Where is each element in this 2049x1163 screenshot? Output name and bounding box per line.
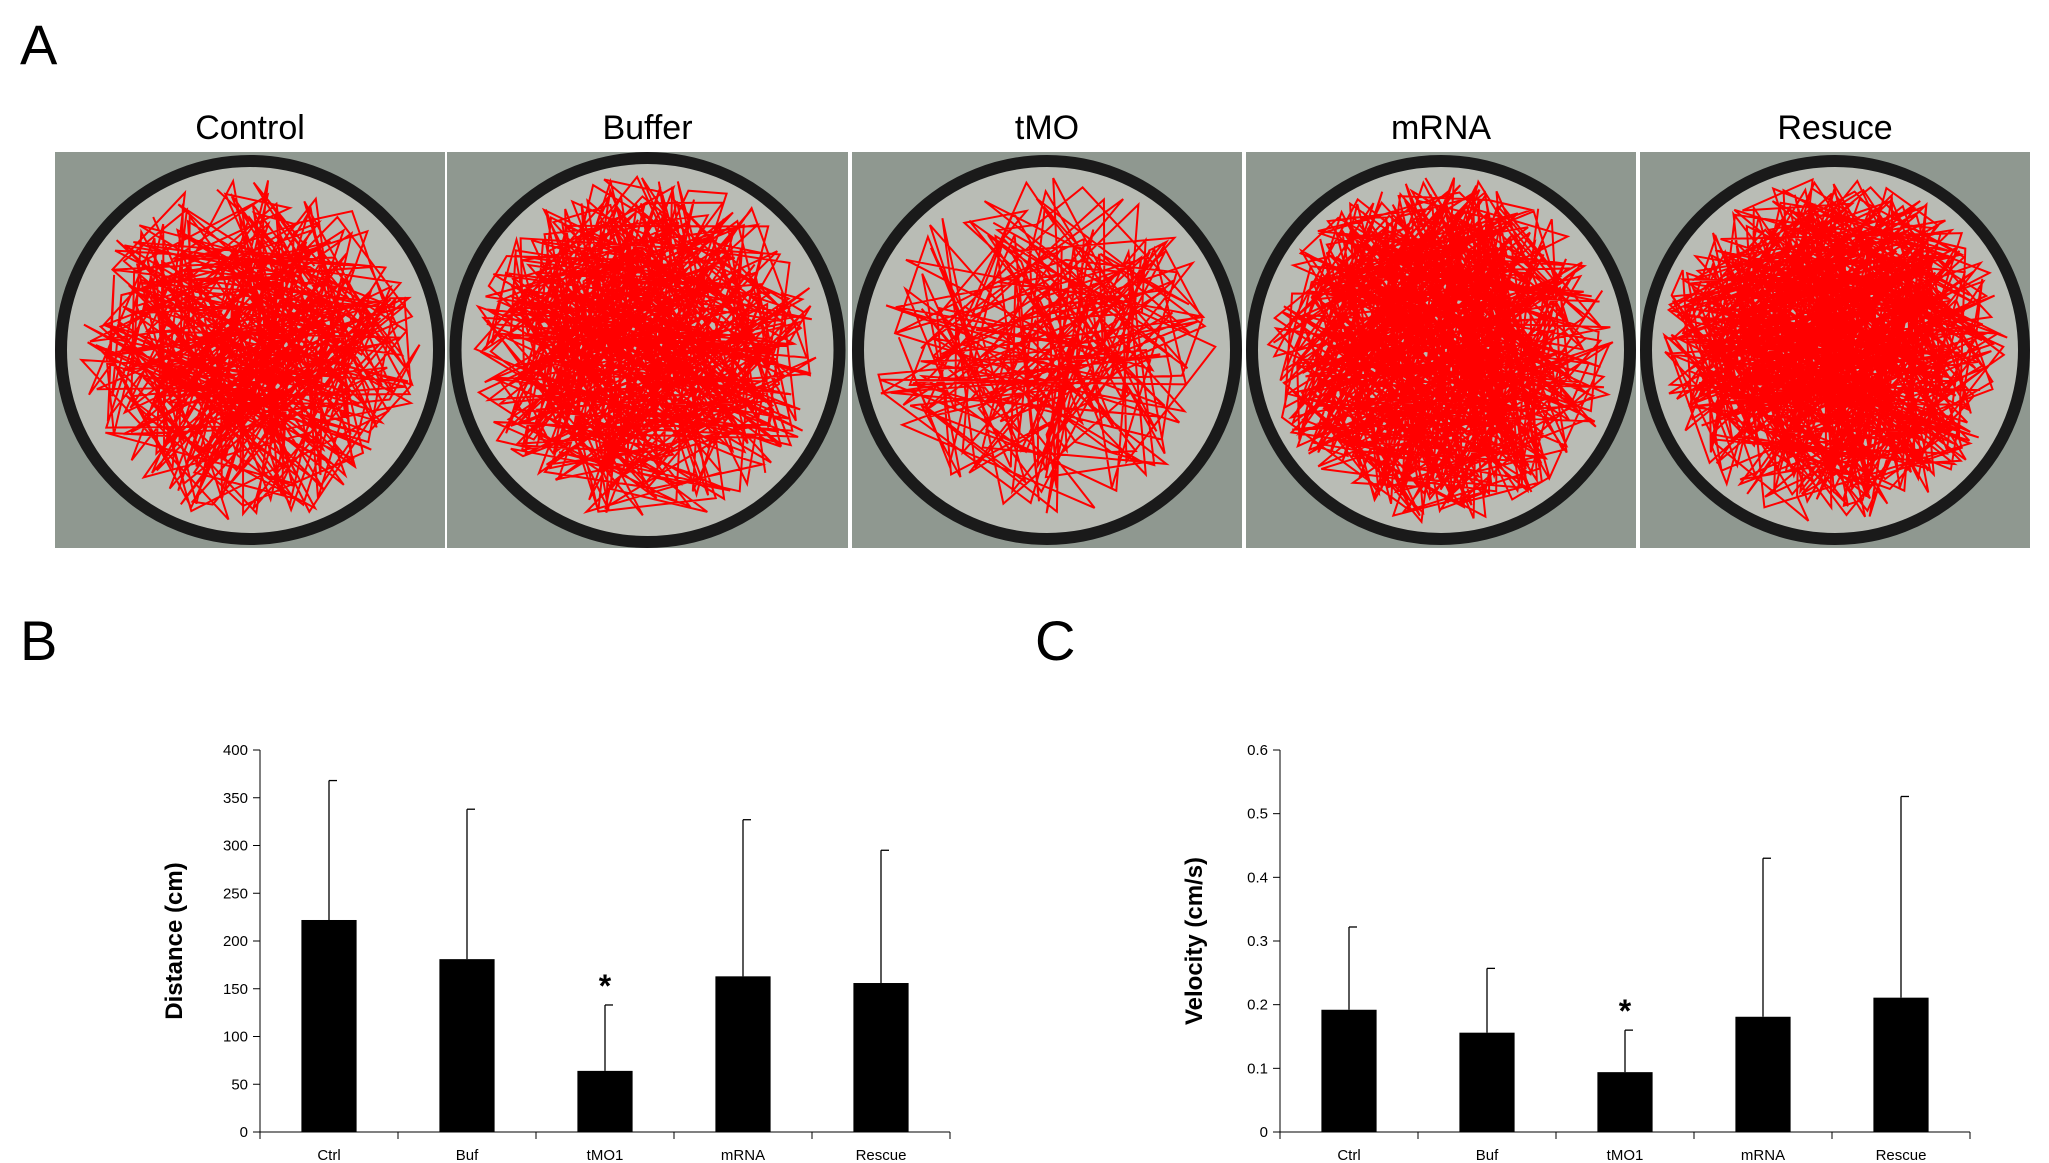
tracking-image-control — [55, 152, 445, 548]
swim-track-path — [473, 175, 817, 517]
bar-rescue — [1873, 997, 1929, 1132]
y-tick-label: 350 — [223, 790, 248, 807]
y-tick-label: 0.2 — [1247, 997, 1268, 1014]
tracking-image-rescue — [1640, 152, 2030, 548]
velocity-chart-svg: 0 0.1 0.2 0.3 0.4 0.5 0.6 Ctrl Buf tMO1 * mRNA Rescu… — [1181, 742, 1971, 1163]
bar-tmo1 — [1597, 1072, 1653, 1132]
tracking-image-mrna — [1246, 152, 1636, 548]
significance-marker: * — [599, 968, 612, 1004]
track-title: tMO — [1014, 109, 1080, 147]
bar-tmo1 — [577, 1070, 633, 1132]
swim-track-path — [877, 177, 1217, 514]
tracking-svg — [852, 155, 1242, 545]
x-category-label: Ctrl — [317, 1147, 340, 1163]
y-tick-label: 200 — [223, 933, 248, 950]
bar-mrna — [1735, 1016, 1791, 1132]
tracking-image-buffer — [447, 152, 848, 548]
panel-label-b: B — [20, 609, 58, 672]
x-category-label: mRNA — [721, 1147, 765, 1163]
x-category-label: Buf — [1476, 1147, 1499, 1163]
x-category-label: Ctrl — [1337, 1147, 1360, 1163]
bar-ctrl — [1321, 1009, 1377, 1132]
y-tick-label: 0.5 — [1247, 806, 1268, 823]
x-category-label: Rescue — [1876, 1147, 1927, 1163]
swim-track-path — [1662, 177, 2008, 522]
y-tick-label: 0.3 — [1247, 933, 1268, 950]
track-title: mRNA — [1390, 109, 1492, 147]
y-tick-label: 0.4 — [1247, 869, 1268, 886]
bar-ctrl — [301, 919, 357, 1132]
y-tick-label: 150 — [223, 981, 248, 998]
bar-mrna — [715, 976, 771, 1132]
x-category-label: Buf — [456, 1147, 479, 1163]
tracking-svg — [55, 155, 445, 545]
y-tick-label: 0 — [1260, 1124, 1268, 1141]
swim-track-path — [78, 178, 421, 521]
y-tick-label: 0.1 — [1247, 1060, 1268, 1077]
panel-label-a: A — [20, 13, 58, 76]
track-title: Control — [195, 109, 305, 147]
y-tick-label: 0 — [240, 1124, 248, 1141]
tracking-svg — [1246, 155, 1636, 545]
y-tick-label: 50 — [231, 1076, 248, 1093]
distance-chart-svg: 0 50 100 150 200 250 300 350 400 Ctrl Buf tMO1 * mRNA… — [161, 742, 951, 1163]
tracking-svg — [449, 152, 846, 548]
track-title: Buffer — [602, 109, 693, 147]
x-category-label: mRNA — [1741, 1147, 1785, 1163]
tracking-image-tmo — [852, 152, 1242, 548]
y-axis-title: Velocity (cm/s) — [1181, 857, 1208, 1025]
y-tick-label: 100 — [223, 1029, 248, 1046]
tracking-svg — [1640, 155, 2030, 545]
y-tick-label: 250 — [223, 885, 248, 902]
bar-buf — [439, 959, 495, 1132]
y-tick-label: 0.6 — [1247, 742, 1268, 759]
x-category-label: Rescue — [856, 1147, 907, 1163]
x-category-label: tMO1 — [1607, 1147, 1644, 1163]
bar-buf — [1459, 1032, 1515, 1132]
track-title: Resuce — [1777, 109, 1893, 147]
x-category-label: tMO1 — [587, 1147, 624, 1163]
velocity-bar-chart: 0 0.1 0.2 0.3 0.4 0.5 0.6 Ctrl Buf tMO1 * mRNA Rescu… — [1160, 700, 2020, 1163]
y-axis-title: Distance (cm) — [161, 862, 188, 1019]
bar-rescue — [853, 983, 909, 1132]
distance-bar-chart: 0 50 100 150 200 250 300 350 400 Ctrl Buf tMO1 * mRNA… — [140, 700, 1000, 1163]
panel-label-c: C — [1035, 609, 1076, 672]
y-tick-label: 400 — [223, 742, 248, 759]
significance-marker: * — [1619, 993, 1632, 1029]
swim-track-path — [1266, 177, 1614, 525]
y-tick-label: 300 — [223, 838, 248, 855]
